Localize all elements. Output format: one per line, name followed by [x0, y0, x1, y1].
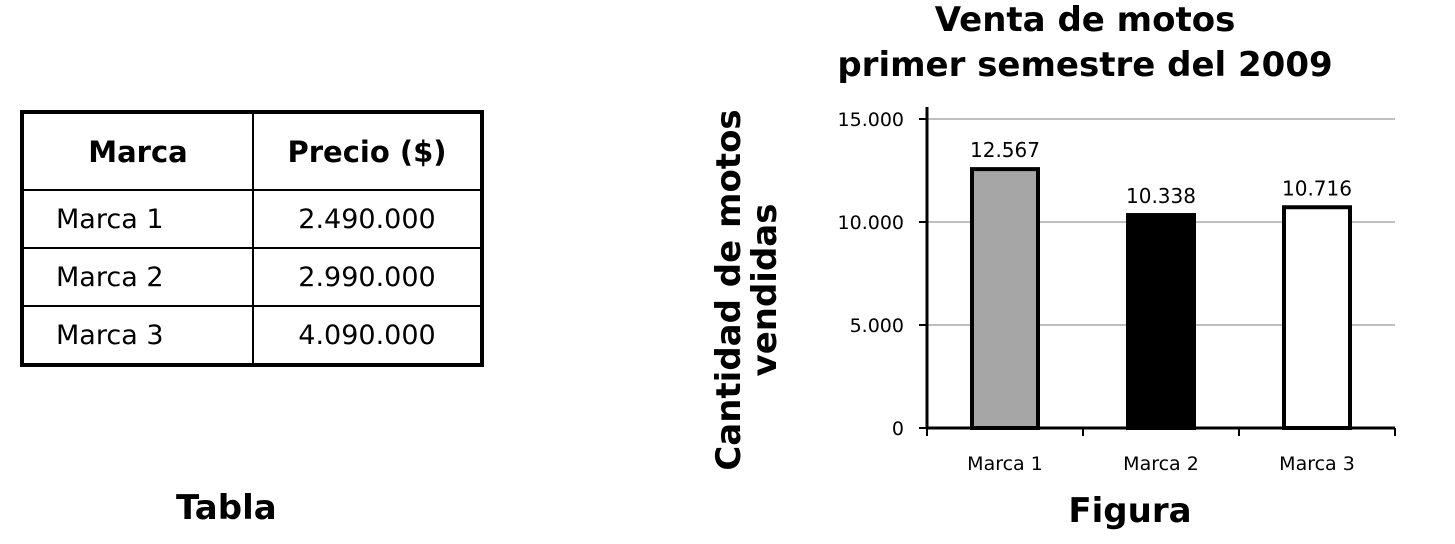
category-labels: Marca 1 Marca 2 Marca 3	[967, 453, 1355, 475]
table-cell-brand: Marca 2	[21, 247, 254, 307]
y-axis-label: Cantidad de motos vendidas	[709, 109, 785, 470]
y-axis-label-line-1: Cantidad de motos	[709, 109, 749, 470]
table-header-row: Marca Precio ($)	[21, 111, 483, 191]
bars	[970, 167, 1352, 430]
bar	[1126, 213, 1196, 430]
chart-title-line-2: primer semestre del 2009	[837, 45, 1332, 85]
category-label: Marca 2	[1123, 453, 1199, 475]
table-cell-brand: Marca 3	[21, 305, 254, 366]
bar	[1282, 205, 1352, 430]
y-tick-label: 5.000	[850, 315, 904, 337]
y-axis-label-line-2: vendidas	[745, 204, 785, 377]
category-label: Marca 1	[967, 453, 1043, 475]
table-cell-price: 2.490.000	[252, 189, 483, 249]
table-cell-brand: Marca 1	[21, 189, 254, 249]
chart-title-line-1: Venta de motos	[935, 0, 1236, 40]
y-tick-label: 10.000	[838, 212, 904, 234]
data-label: 10.338	[1126, 184, 1196, 208]
price-table: Marca Precio ($) Marca 1 2.490.000 Marca…	[20, 110, 484, 367]
y-tick-labels: 0 5.000 10.000 15.000	[838, 109, 904, 440]
column-header-price: Precio ($)	[252, 111, 483, 191]
table-cell-price: 2.990.000	[252, 247, 483, 307]
bar-chart: Venta de motos primer semestre del 2009 …	[709, 0, 1396, 531]
table-cell-price: 4.090.000	[252, 305, 483, 366]
column-header-brand: Marca	[21, 111, 254, 191]
y-tick-label: 0	[892, 418, 904, 440]
table-row: Marca 1 2.490.000	[21, 189, 483, 249]
data-label: 12.567	[970, 138, 1040, 162]
table-row: Marca 3 4.090.000	[21, 305, 483, 366]
table-row: Marca 2 2.990.000	[21, 247, 483, 307]
axes	[919, 107, 1396, 436]
table-caption: Tabla	[176, 488, 277, 528]
data-label: 10.716	[1282, 176, 1352, 200]
y-tick-label: 15.000	[838, 109, 904, 131]
bar	[970, 167, 1040, 430]
data-labels: 12.567 10.338 10.716	[970, 138, 1352, 208]
category-label: Marca 3	[1279, 453, 1355, 475]
chart-caption: Figura	[1068, 491, 1191, 531]
chart-title: Venta de motos primer semestre del 2009	[837, 0, 1332, 85]
